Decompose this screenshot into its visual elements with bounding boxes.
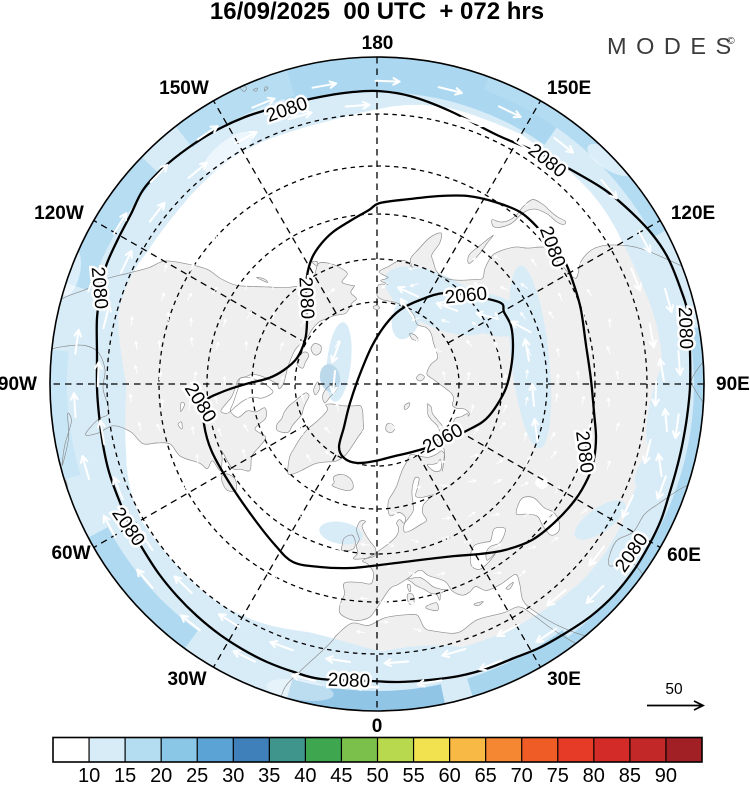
svg-text:30: 30 bbox=[222, 765, 244, 782]
svg-text:70: 70 bbox=[511, 765, 533, 782]
svg-text:2080: 2080 bbox=[328, 670, 371, 692]
svg-text:20: 20 bbox=[150, 765, 172, 782]
svg-text:35: 35 bbox=[258, 765, 280, 782]
svg-text:75: 75 bbox=[547, 765, 569, 782]
svg-text:150E: 150E bbox=[547, 78, 591, 99]
svg-text:120W: 120W bbox=[34, 203, 84, 224]
svg-text:90: 90 bbox=[655, 765, 677, 782]
svg-text:65: 65 bbox=[475, 765, 497, 782]
svg-text:120E: 120E bbox=[671, 203, 715, 224]
svg-text:150W: 150W bbox=[159, 78, 209, 99]
svg-text:60E: 60E bbox=[667, 545, 701, 566]
svg-text:45: 45 bbox=[330, 765, 352, 782]
svg-text:30W: 30W bbox=[167, 669, 206, 690]
svg-text:50: 50 bbox=[366, 765, 388, 782]
svg-text:2060: 2060 bbox=[444, 283, 488, 308]
svg-text:2080: 2080 bbox=[294, 276, 317, 319]
svg-text:16/09/2025 00 UTC + 072 hrs: 16/09/2025 00 UTC + 072 hrs bbox=[210, 0, 544, 25]
svg-text:90E: 90E bbox=[716, 374, 750, 395]
svg-text:60W: 60W bbox=[51, 543, 90, 564]
svg-text:180: 180 bbox=[362, 33, 394, 54]
svg-text:30E: 30E bbox=[547, 669, 581, 690]
svg-text:50: 50 bbox=[665, 681, 683, 698]
svg-text:0: 0 bbox=[372, 716, 383, 737]
svg-text:25: 25 bbox=[186, 765, 208, 782]
svg-text:10: 10 bbox=[78, 765, 100, 782]
svg-text:40: 40 bbox=[294, 765, 316, 782]
svg-text:MODES: MODES bbox=[607, 33, 741, 59]
svg-text:15: 15 bbox=[114, 765, 136, 782]
svg-text:2080: 2080 bbox=[674, 307, 696, 350]
svg-text:80: 80 bbox=[583, 765, 605, 782]
svg-text:©: © bbox=[727, 35, 735, 47]
svg-text:85: 85 bbox=[619, 765, 641, 782]
svg-text:55: 55 bbox=[402, 765, 424, 782]
svg-text:90W: 90W bbox=[0, 374, 37, 395]
svg-text:60: 60 bbox=[438, 765, 460, 782]
svg-text:2080: 2080 bbox=[87, 266, 112, 310]
